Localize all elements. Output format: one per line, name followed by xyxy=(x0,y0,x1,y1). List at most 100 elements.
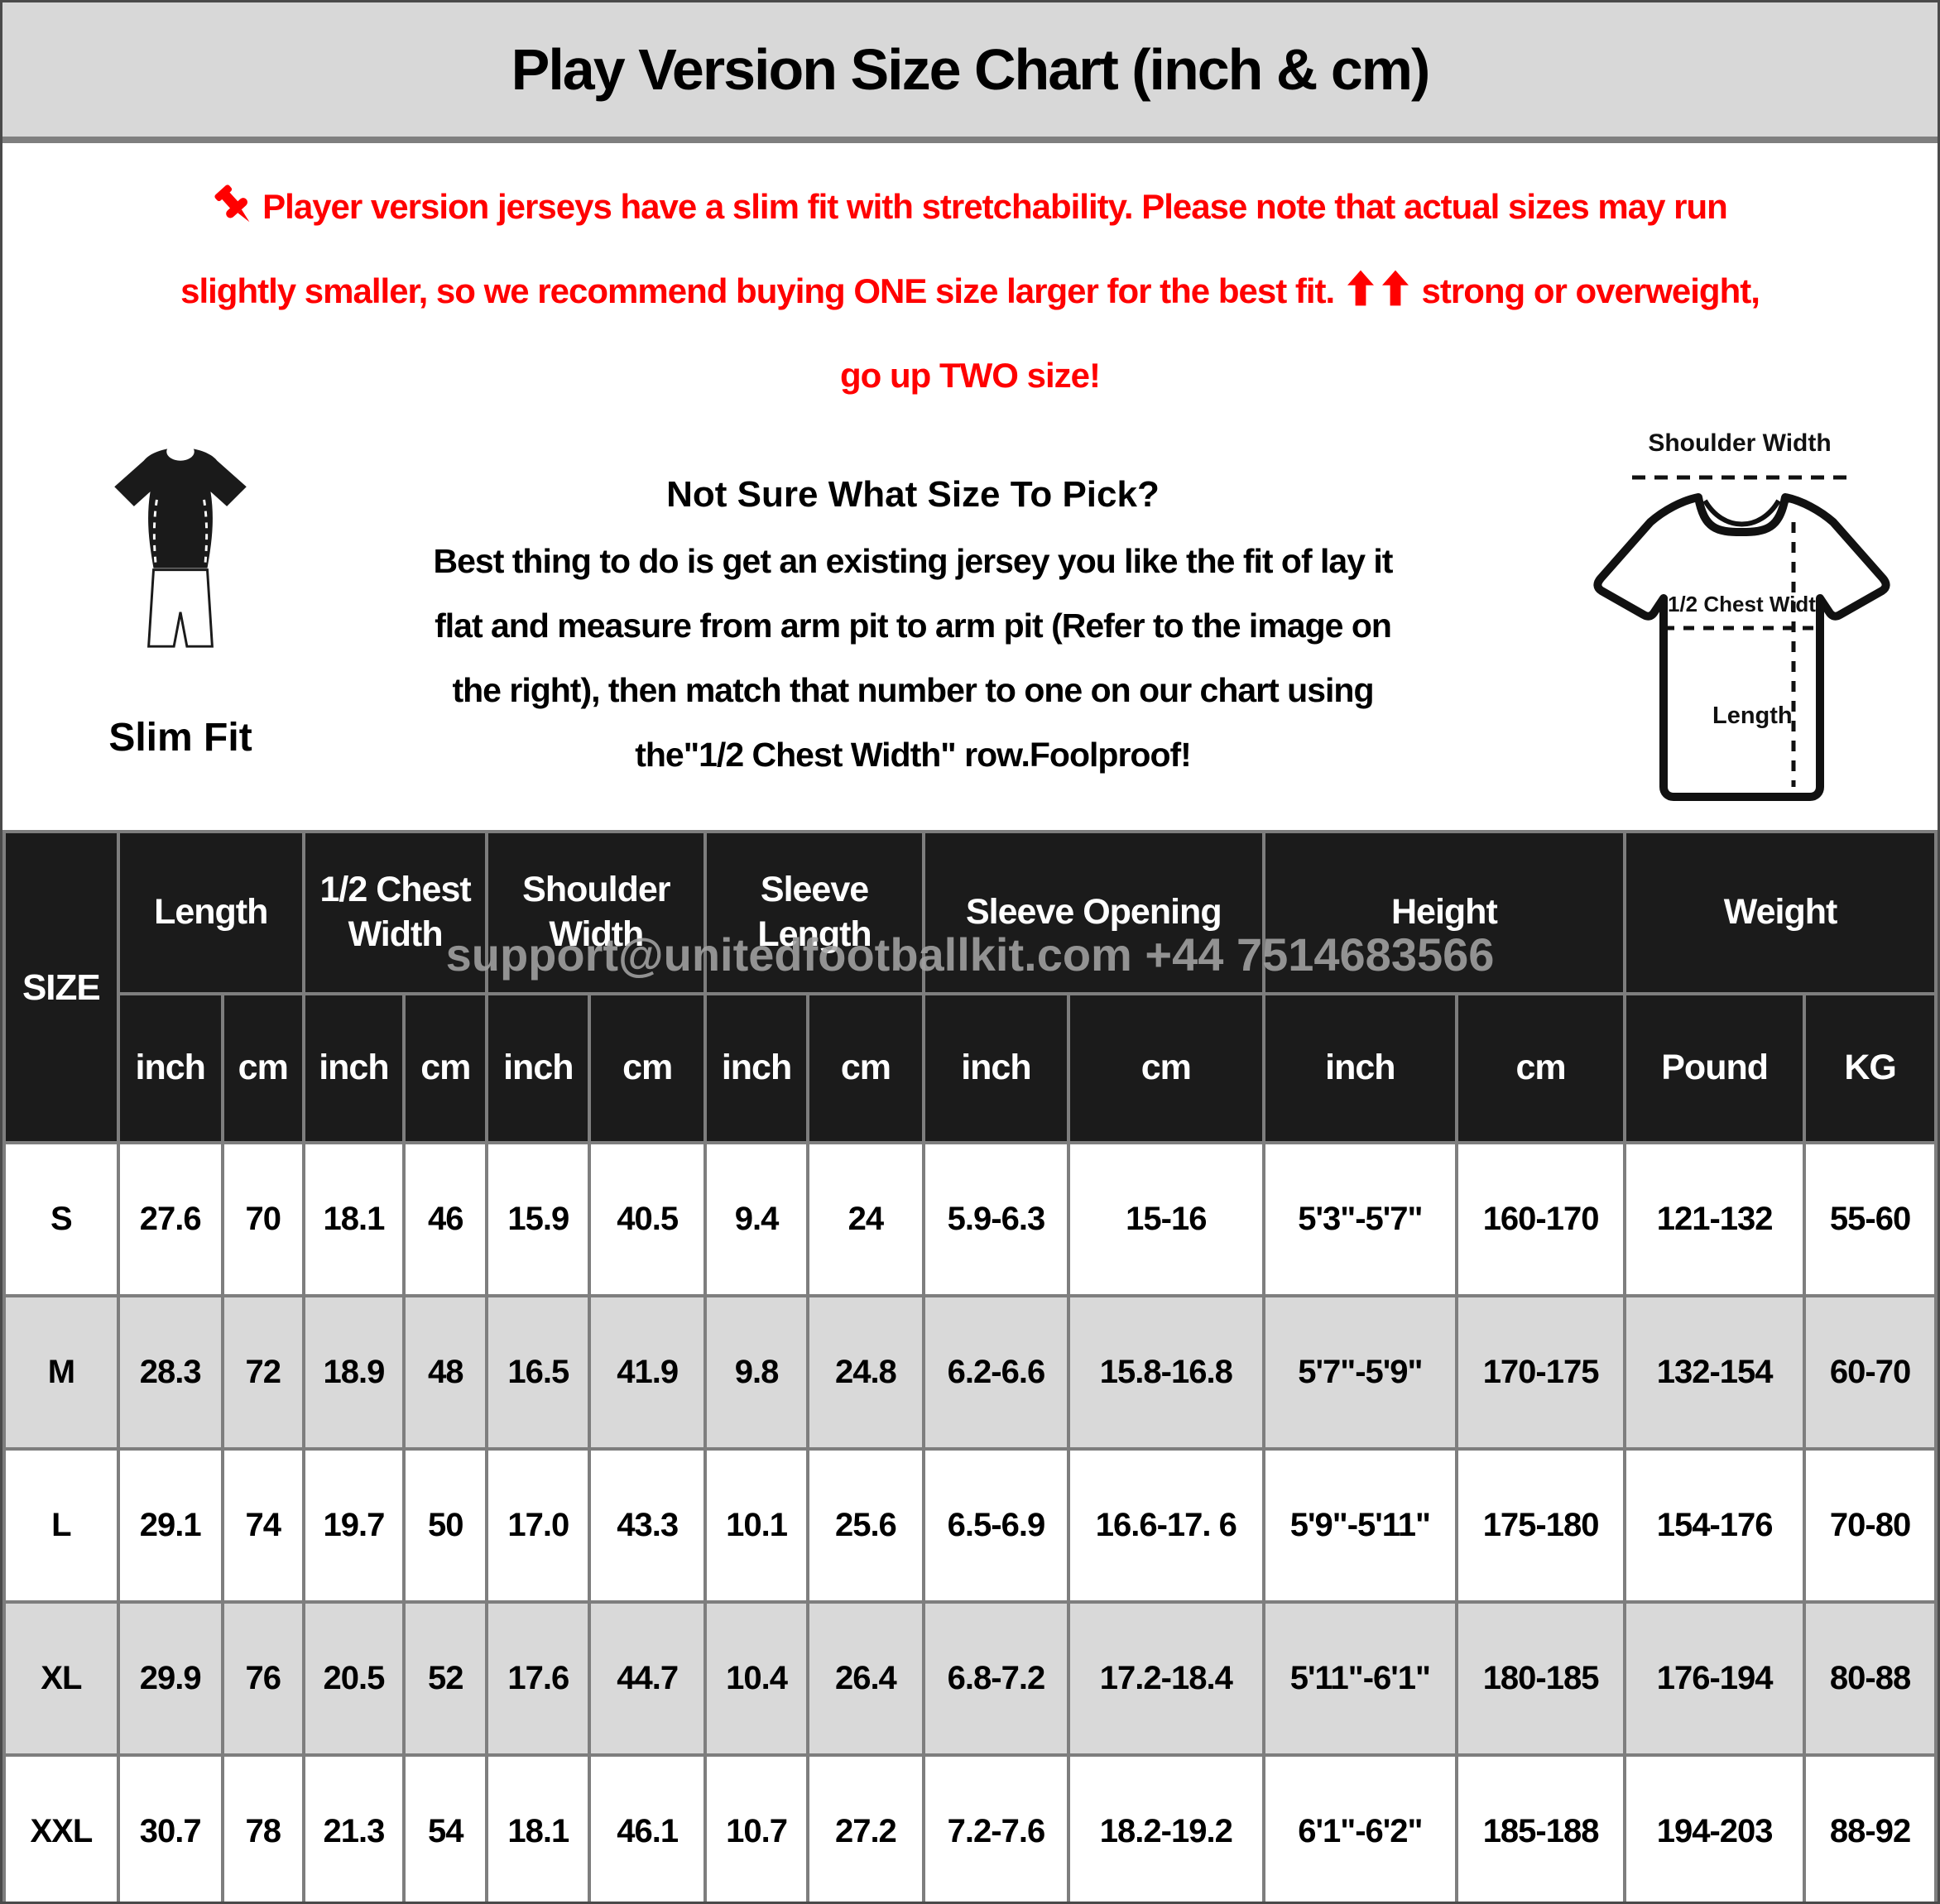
cell: 10.4 xyxy=(703,1600,809,1757)
table-row-xxl: XXL 30.7 78 21.3 54 18.1 46.1 10.7 27.2 … xyxy=(2,1753,1938,1902)
cell: 54 xyxy=(402,1753,489,1902)
fit-notice: Player version jerseys have a slim fit w… xyxy=(2,143,1938,423)
cell: 160-170 xyxy=(1455,1141,1627,1297)
cell: 60-70 xyxy=(1803,1294,1938,1451)
pushpin-icon xyxy=(214,185,250,223)
cell: 88-92 xyxy=(1803,1753,1938,1902)
cell: 46.1 xyxy=(588,1753,708,1902)
title-bar: Play Version Size Chart (inch & cm) xyxy=(2,2,1938,143)
cell: 15.8-16.8 xyxy=(1066,1294,1265,1451)
cell: 5'7"-5'9" xyxy=(1261,1294,1459,1451)
cell: 10.7 xyxy=(703,1753,809,1902)
size-help-line-4: the"1/2 Chest Width" row.Foolproof! xyxy=(635,736,1192,774)
cell: 76 xyxy=(220,1600,305,1757)
cell: 5'11"-6'1" xyxy=(1261,1600,1459,1757)
cell: 24.8 xyxy=(805,1294,925,1451)
cell: 70 xyxy=(220,1141,305,1297)
tshirt-diagram: Shoulder Width 1/2 Chest Width Length xyxy=(1553,429,1926,827)
unit-sleeve-inch: inch xyxy=(703,992,809,1144)
cell: 9.4 xyxy=(703,1141,809,1297)
cell: 78 xyxy=(220,1753,305,1902)
col-header-height: Height xyxy=(1261,830,1627,995)
unit-height-inch: inch xyxy=(1261,992,1459,1144)
col-header-length: Length xyxy=(116,830,305,995)
notice-line-3-text: go up TWO size! xyxy=(840,356,1101,395)
cell: 5'3"-5'7" xyxy=(1261,1141,1459,1297)
cell: 30.7 xyxy=(116,1753,224,1902)
col-header-sleeve-length: Sleeve Length xyxy=(703,830,925,995)
unit-header-row: inch cm inch cm inch cm inch cm inch cm … xyxy=(4,992,1938,1144)
size-cell: XXL xyxy=(2,1753,120,1902)
cell: 55-60 xyxy=(1803,1141,1938,1297)
cell: 19.7 xyxy=(301,1447,406,1604)
cell: 46 xyxy=(402,1141,489,1297)
cell: 24 xyxy=(805,1141,925,1297)
cell: 80-88 xyxy=(1803,1600,1938,1757)
cell: 6.5-6.9 xyxy=(921,1447,1070,1604)
cell: 5.9-6.3 xyxy=(921,1141,1070,1297)
cell: 17.6 xyxy=(485,1600,592,1757)
size-help: Not Sure What Size To Pick? Best thing t… xyxy=(292,474,1534,787)
cell: 29.9 xyxy=(116,1600,224,1757)
cell: 43.3 xyxy=(588,1447,708,1604)
size-help-line-1: Best thing to do is get an existing jers… xyxy=(433,542,1394,580)
slim-fit-jersey-icon xyxy=(114,443,247,648)
slim-fit-figure: Slim Fit xyxy=(73,443,288,760)
cell: 52 xyxy=(402,1600,489,1757)
cell: 176-194 xyxy=(1623,1600,1807,1757)
cell: 6'1"-6'2" xyxy=(1261,1753,1459,1902)
cell: 44.7 xyxy=(588,1600,708,1757)
slim-fit-label: Slim Fit xyxy=(108,716,252,760)
cell: 50 xyxy=(402,1447,489,1604)
shoulder-width-label: Shoulder Width xyxy=(1648,429,1832,457)
cell: 18.9 xyxy=(301,1294,406,1451)
col-header-weight: Weight xyxy=(1623,830,1938,995)
unit-opening-cm: cm xyxy=(1066,992,1265,1144)
cell: 154-176 xyxy=(1623,1447,1807,1604)
notice-line-2-text-2: strong or overweight, xyxy=(1421,271,1760,310)
table-row-xl: XL 29.9 76 20.5 52 17.6 44.7 10.4 26.4 6… xyxy=(2,1600,1938,1757)
middle-section: Slim Fit Not Sure What Size To Pick? Bes… xyxy=(2,423,1938,830)
cell: 7.2-7.6 xyxy=(921,1753,1070,1902)
unit-shoulder-inch: inch xyxy=(485,992,592,1144)
cell: 16.5 xyxy=(485,1294,592,1451)
cell: 194-203 xyxy=(1623,1753,1807,1902)
group-header-row: SIZE Length 1/2 Chest Width Shoulder Wid… xyxy=(2,830,1938,1144)
col-header-half-chest-width: 1/2 Chest Width xyxy=(301,830,489,995)
cell: 10.1 xyxy=(703,1447,809,1604)
up-arrow-icon xyxy=(1381,270,1409,306)
up-arrow-icon xyxy=(1347,270,1374,306)
unit-height-cm: cm xyxy=(1455,992,1627,1144)
cell: 17.0 xyxy=(485,1447,592,1604)
half-chest-width-label: 1/2 Chest Width xyxy=(1668,592,1829,616)
cell: 48 xyxy=(402,1294,489,1451)
col-header-size: SIZE xyxy=(2,830,120,1144)
cell: 40.5 xyxy=(588,1141,708,1297)
unit-shoulder-cm: cm xyxy=(588,992,708,1144)
cell: 180-185 xyxy=(1455,1600,1627,1757)
unit-opening-inch: inch xyxy=(921,992,1070,1144)
notice-line-3: go up TWO size! xyxy=(2,333,1938,418)
size-cell: XL xyxy=(2,1600,120,1757)
notice-line-2: slightly smaller, so we recommend buying… xyxy=(2,249,1938,333)
cell: 28.3 xyxy=(116,1294,224,1451)
unit-length-cm: cm xyxy=(220,992,305,1144)
table-row-l: L 29.1 74 19.7 50 17.0 43.3 10.1 25.6 6.… xyxy=(2,1447,1938,1604)
cell: 27.2 xyxy=(805,1753,925,1902)
notice-line-1-text: Player version jerseys have a slim fit w… xyxy=(262,187,1728,226)
cell: 15.9 xyxy=(485,1141,592,1297)
cell: 72 xyxy=(220,1294,305,1451)
cell: 16.6-17. 6 xyxy=(1066,1447,1265,1604)
cell: 185-188 xyxy=(1455,1753,1627,1902)
cell: 121-132 xyxy=(1623,1141,1807,1297)
notice-line-2-text: slightly smaller, so we recommend buying… xyxy=(180,271,1335,310)
page-title: Play Version Size Chart (inch & cm) xyxy=(511,37,1431,102)
unit-length-inch: inch xyxy=(116,992,224,1144)
cell: 21.3 xyxy=(301,1753,406,1902)
unit-weight-kg: KG xyxy=(1803,992,1938,1144)
col-header-shoulder-width: Shoulder Width xyxy=(485,830,708,995)
unit-chest-cm: cm xyxy=(402,992,489,1144)
size-help-line-3: the right), then match that number to on… xyxy=(452,671,1374,709)
cell: 6.8-7.2 xyxy=(921,1600,1070,1757)
cell: 17.2-18.4 xyxy=(1066,1600,1265,1757)
